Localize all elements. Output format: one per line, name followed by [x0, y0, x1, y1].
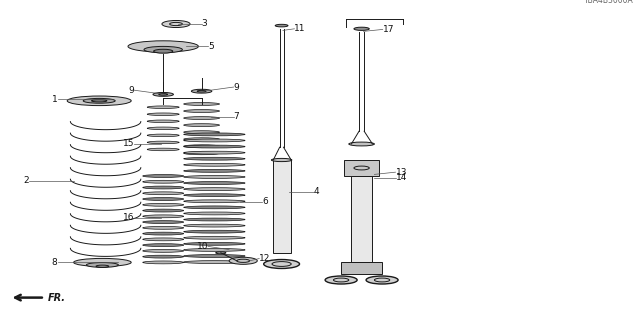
Ellipse shape	[154, 49, 173, 53]
Ellipse shape	[147, 106, 179, 108]
Ellipse shape	[184, 139, 245, 142]
Ellipse shape	[264, 260, 300, 268]
Text: 12: 12	[259, 254, 271, 263]
Ellipse shape	[143, 238, 184, 241]
Ellipse shape	[184, 138, 220, 140]
Ellipse shape	[147, 134, 179, 137]
Ellipse shape	[92, 100, 107, 102]
Text: 8: 8	[52, 258, 58, 267]
Ellipse shape	[354, 27, 369, 30]
Ellipse shape	[144, 46, 182, 53]
Ellipse shape	[143, 197, 184, 200]
Ellipse shape	[184, 124, 220, 126]
Ellipse shape	[184, 151, 245, 154]
Text: 5: 5	[208, 42, 214, 51]
Text: 14: 14	[396, 173, 407, 182]
Text: 11: 11	[294, 24, 306, 33]
Ellipse shape	[147, 113, 179, 116]
Text: 3: 3	[202, 20, 207, 28]
Bar	[340, 262, 382, 274]
Text: 15: 15	[123, 140, 134, 148]
Ellipse shape	[184, 224, 245, 227]
Ellipse shape	[153, 92, 173, 96]
Ellipse shape	[184, 255, 245, 257]
Ellipse shape	[184, 145, 220, 148]
Text: 7: 7	[234, 112, 239, 121]
Ellipse shape	[184, 248, 245, 251]
Ellipse shape	[143, 209, 184, 212]
Ellipse shape	[184, 230, 245, 233]
Ellipse shape	[184, 109, 220, 113]
Ellipse shape	[366, 276, 398, 284]
Ellipse shape	[184, 133, 245, 136]
Ellipse shape	[184, 163, 245, 166]
Ellipse shape	[184, 236, 245, 239]
Ellipse shape	[184, 194, 245, 196]
Text: 10: 10	[196, 242, 208, 251]
Ellipse shape	[184, 152, 220, 155]
Ellipse shape	[349, 142, 374, 146]
Text: 2: 2	[23, 176, 29, 185]
Ellipse shape	[143, 221, 184, 223]
Ellipse shape	[271, 158, 292, 162]
Ellipse shape	[184, 131, 220, 134]
Ellipse shape	[128, 41, 198, 52]
Ellipse shape	[143, 261, 184, 264]
Ellipse shape	[184, 116, 220, 119]
Text: 17: 17	[383, 25, 394, 34]
Ellipse shape	[147, 148, 179, 151]
Ellipse shape	[184, 260, 245, 263]
Ellipse shape	[143, 255, 184, 258]
Ellipse shape	[143, 250, 184, 252]
Ellipse shape	[216, 252, 226, 254]
Text: TBA4B3000A: TBA4B3000A	[584, 0, 634, 5]
Ellipse shape	[184, 243, 245, 245]
Ellipse shape	[229, 257, 257, 264]
Ellipse shape	[83, 99, 115, 103]
Ellipse shape	[143, 175, 184, 177]
Ellipse shape	[184, 102, 220, 105]
Bar	[273, 160, 291, 253]
Text: FR.: FR.	[48, 292, 66, 303]
Text: 9: 9	[129, 86, 134, 95]
Ellipse shape	[184, 188, 245, 190]
Ellipse shape	[184, 145, 245, 148]
Ellipse shape	[184, 218, 245, 221]
Ellipse shape	[143, 244, 184, 246]
Ellipse shape	[143, 215, 184, 218]
Ellipse shape	[184, 200, 245, 203]
Ellipse shape	[74, 258, 131, 266]
Ellipse shape	[143, 180, 184, 183]
Text: 13: 13	[396, 168, 407, 177]
Ellipse shape	[143, 226, 184, 229]
Text: 16: 16	[123, 213, 134, 222]
Ellipse shape	[184, 206, 245, 209]
Text: 6: 6	[262, 197, 268, 206]
Ellipse shape	[325, 276, 357, 284]
Ellipse shape	[143, 192, 184, 195]
Ellipse shape	[184, 175, 245, 178]
Ellipse shape	[184, 212, 245, 215]
Ellipse shape	[147, 141, 179, 144]
Ellipse shape	[184, 157, 245, 160]
Ellipse shape	[147, 120, 179, 123]
Text: 1: 1	[52, 95, 58, 104]
Ellipse shape	[191, 89, 212, 93]
Text: 9: 9	[234, 83, 239, 92]
Ellipse shape	[184, 181, 245, 184]
Ellipse shape	[162, 20, 190, 28]
Bar	[351, 176, 372, 262]
Ellipse shape	[143, 204, 184, 206]
Ellipse shape	[143, 186, 184, 189]
Ellipse shape	[147, 127, 179, 130]
Ellipse shape	[184, 170, 245, 172]
Ellipse shape	[143, 232, 184, 235]
Text: 4: 4	[314, 188, 319, 196]
Ellipse shape	[67, 96, 131, 106]
Ellipse shape	[86, 262, 118, 267]
Bar	[344, 160, 380, 176]
Ellipse shape	[275, 24, 288, 27]
